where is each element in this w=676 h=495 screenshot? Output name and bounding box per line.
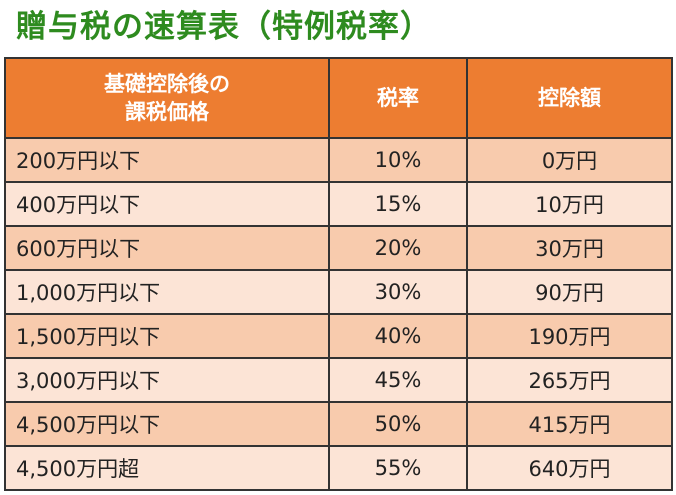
deduction-cell: 265万円 <box>466 357 673 403</box>
rate-cell: 10% <box>328 137 468 183</box>
header-taxable-amount-line1: 基礎控除後の <box>104 72 230 96</box>
rate-cell: 30% <box>328 269 468 315</box>
header-deduction: 控除額 <box>466 57 673 139</box>
table-row: 4,500万円以下 50% 415万円 <box>4 401 673 447</box>
deduction-cell: 190万円 <box>466 313 673 359</box>
bracket-cell: 400万円以下 <box>4 181 330 227</box>
deduction-cell: 0万円 <box>466 137 673 183</box>
header-taxable-amount: 基礎控除後の 課税価格 <box>4 57 330 139</box>
bracket-cell: 1,000万円以下 <box>4 269 330 315</box>
rate-cell: 15% <box>328 181 468 227</box>
table-row: 400万円以下 15% 10万円 <box>4 181 673 227</box>
page-title: 贈与税の速算表（特例税率） <box>16 9 432 45</box>
table-row: 200万円以下 10% 0万円 <box>4 137 673 183</box>
header-taxable-amount-line2: 課税価格 <box>125 100 209 124</box>
bracket-cell: 4,500万円超 <box>4 445 330 491</box>
table-row: 1,000万円以下 30% 90万円 <box>4 269 673 315</box>
rate-cell: 20% <box>328 225 468 271</box>
bracket-cell: 4,500万円以下 <box>4 401 330 447</box>
bracket-cell: 3,000万円以下 <box>4 357 330 403</box>
deduction-cell: 415万円 <box>466 401 673 447</box>
rate-cell: 50% <box>328 401 468 447</box>
table-row: 4,500万円超 55% 640万円 <box>4 445 673 491</box>
rate-cell: 45% <box>328 357 468 403</box>
table-row: 600万円以下 20% 30万円 <box>4 225 673 271</box>
deduction-cell: 10万円 <box>466 181 673 227</box>
deduction-cell: 30万円 <box>466 225 673 271</box>
deduction-cell: 90万円 <box>466 269 673 315</box>
rate-cell: 40% <box>328 313 468 359</box>
deduction-cell: 640万円 <box>466 445 673 491</box>
table-header-row: 基礎控除後の 課税価格 税率 控除額 <box>4 57 673 139</box>
table-row: 1,500万円以下 40% 190万円 <box>4 313 673 359</box>
bracket-cell: 1,500万円以下 <box>4 313 330 359</box>
bracket-cell: 600万円以下 <box>4 225 330 271</box>
table-row: 3,000万円以下 45% 265万円 <box>4 357 673 403</box>
bracket-cell: 200万円以下 <box>4 137 330 183</box>
header-tax-rate: 税率 <box>328 57 468 139</box>
rate-cell: 55% <box>328 445 468 491</box>
gift-tax-rate-table: 基礎控除後の 課税価格 税率 控除額 200万円以下 10% 0万円 400万円… <box>4 57 673 491</box>
